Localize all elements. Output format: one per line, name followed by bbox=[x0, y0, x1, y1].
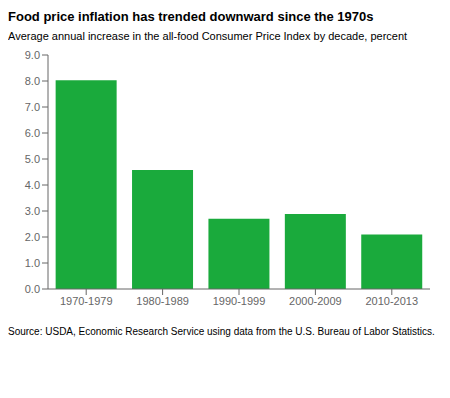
svg-text:4.0: 4.0 bbox=[25, 179, 40, 191]
svg-text:5.0: 5.0 bbox=[25, 153, 40, 165]
svg-text:2000-2009: 2000-2009 bbox=[289, 295, 342, 307]
svg-text:1970-1979: 1970-1979 bbox=[60, 295, 113, 307]
html-text:Source: USDA, Economic Researc: Source: USDA, Economic Research Service … bbox=[8, 326, 435, 337]
svg-text:3.0: 3.0 bbox=[25, 205, 40, 217]
svg-text:0.0: 0.0 bbox=[25, 283, 40, 295]
svg-text:2010-2013: 2010-2013 bbox=[365, 295, 418, 307]
html-text:Food price inflation has trend: Food price inflation has trended downwar… bbox=[8, 9, 374, 24]
svg-text:2.0: 2.0 bbox=[25, 231, 40, 243]
svg-text:1990-1999: 1990-1999 bbox=[213, 295, 266, 307]
svg-text:1980-1989: 1980-1989 bbox=[136, 295, 189, 307]
svg-text:1.0: 1.0 bbox=[25, 257, 40, 269]
html-text:Average annual increase in the: Average annual increase in the all-food … bbox=[8, 30, 408, 42]
svg-text:6.0: 6.0 bbox=[25, 127, 40, 139]
svg-text:9.0: 9.0 bbox=[25, 49, 40, 61]
svg-text:7.0: 7.0 bbox=[25, 101, 40, 113]
svg-text:8.0: 8.0 bbox=[25, 75, 40, 87]
